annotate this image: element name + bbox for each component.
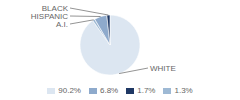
html-text:6.8%: 6.8% xyxy=(100,86,119,95)
html-text:1.7%: 1.7% xyxy=(137,86,156,95)
svg-text:A.I.: A.I. xyxy=(56,20,68,29)
svg-text:WHITE: WHITE xyxy=(150,64,176,73)
html-text:1.3%: 1.3% xyxy=(174,86,193,95)
svg-text:HISPANIC: HISPANIC xyxy=(31,12,68,21)
html-text:90.2%: 90.2% xyxy=(58,86,81,95)
svg-text:BLACK: BLACK xyxy=(42,4,69,13)
